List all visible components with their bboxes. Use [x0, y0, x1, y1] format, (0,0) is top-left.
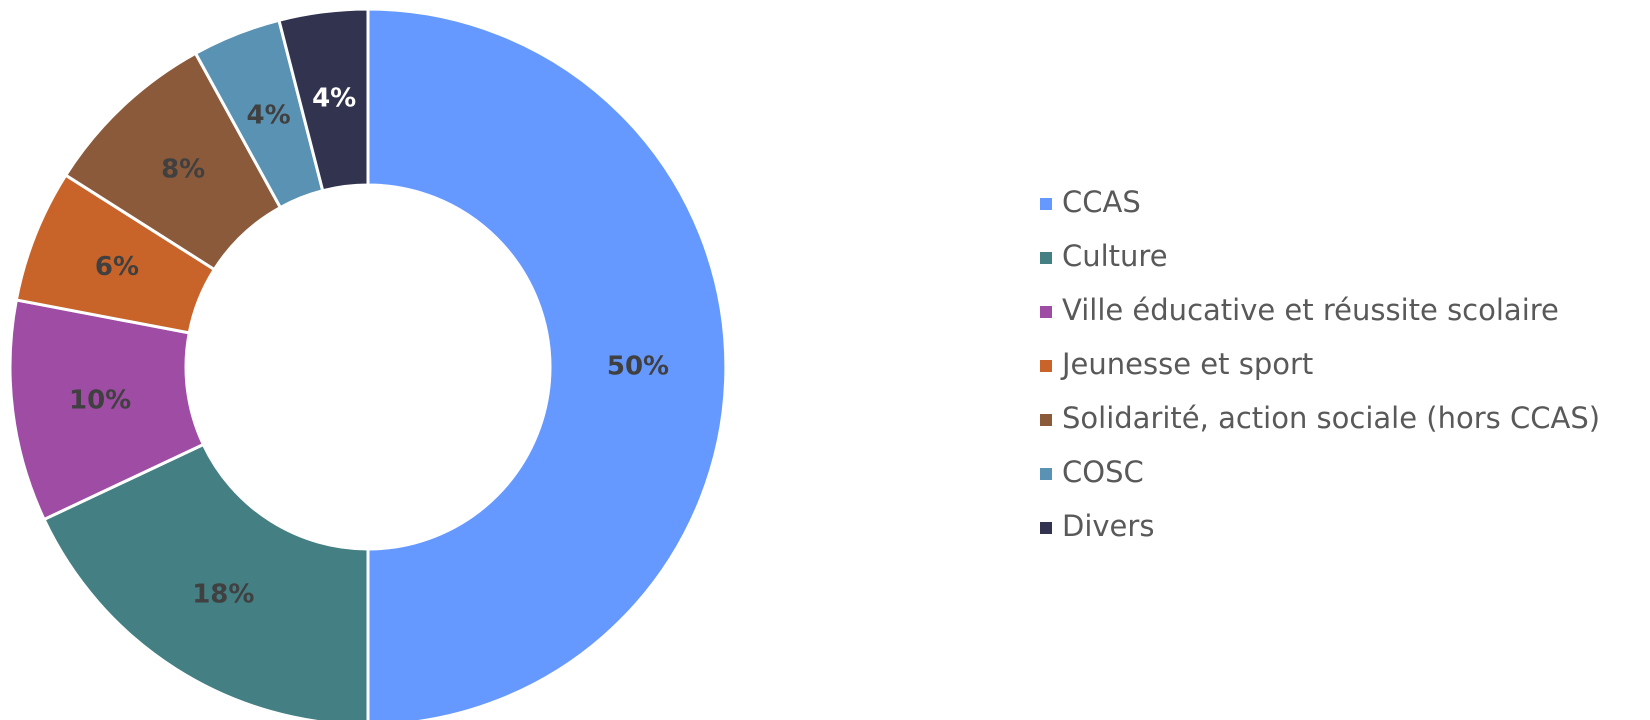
legend-label: CCAS [1062, 185, 1141, 219]
data-label: 4% [312, 84, 356, 114]
data-label: 18% [192, 579, 254, 609]
legend-swatch [1040, 414, 1052, 426]
legend-label: Divers [1062, 509, 1154, 543]
legend-swatch [1040, 468, 1052, 480]
legend-swatch [1040, 360, 1052, 372]
donut-slice [42, 442, 370, 720]
data-label: 10% [69, 385, 131, 415]
legend-swatch [1040, 522, 1052, 534]
legend-label: Solidarité, action sociale (hors CCAS) [1062, 401, 1600, 435]
donut-slice [366, 7, 728, 720]
legend-swatch [1040, 306, 1052, 318]
legend-swatch [1040, 198, 1052, 210]
donut-slice [277, 7, 370, 193]
legend-label: Ville éducative et réussite scolaire [1062, 293, 1559, 327]
legend-swatch [1040, 252, 1052, 264]
data-label: 50% [607, 352, 669, 382]
legend-label: Culture [1062, 239, 1168, 273]
data-label: 4% [247, 100, 291, 130]
legend-label: Jeunesse et sport [1060, 347, 1313, 381]
data-label: 6% [95, 252, 139, 282]
data-label: 8% [161, 155, 205, 185]
legend-label: COSC [1062, 455, 1144, 489]
